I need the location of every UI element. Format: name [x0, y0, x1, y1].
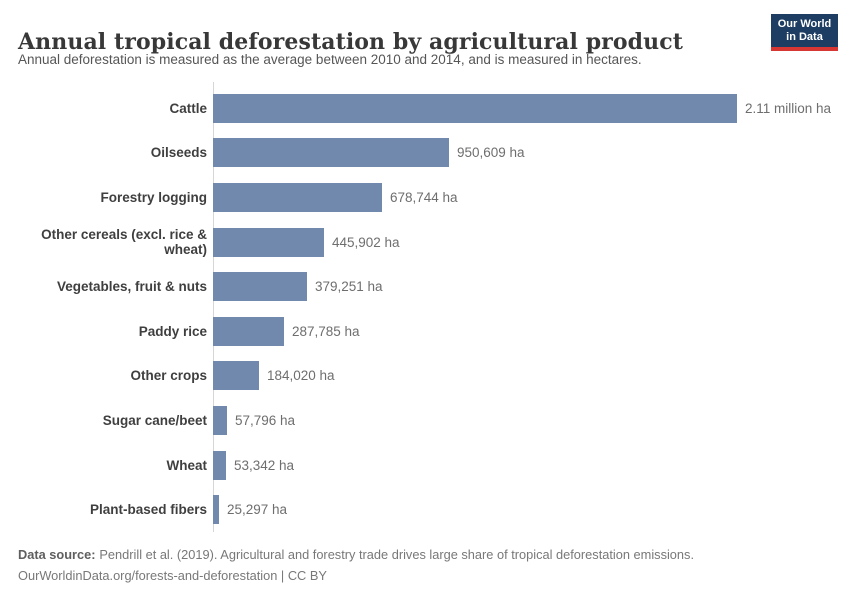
value-label: 379,251 ha	[315, 279, 383, 295]
category-label: Oilseeds	[150, 145, 207, 161]
data-source-text: Pendrill et al. (2019). Agricultural and…	[99, 547, 694, 562]
bar[interactable]	[213, 316, 284, 346]
bar-row: Forestry logging 678,744 ha	[0, 175, 850, 220]
value-label: 678,744 ha	[390, 189, 458, 205]
value-label: 25,297 ha	[227, 502, 288, 518]
owid-logo: Our World in Data	[771, 14, 838, 51]
owid-logo-line2: in Data	[786, 30, 823, 43]
value-label: 2.11 million ha	[745, 100, 832, 116]
bar[interactable]	[213, 361, 259, 391]
bar[interactable]	[213, 405, 227, 435]
value-label: 445,902 ha	[332, 234, 400, 250]
bar-row: Cattle 2.11 million ha	[0, 86, 850, 131]
category-label: Sugar cane/beet	[102, 412, 207, 428]
bar[interactable]	[213, 227, 324, 257]
bar-row: Sugar cane/beet 57,796 ha	[0, 398, 850, 443]
value-label: 53,342 ha	[234, 457, 295, 473]
bar[interactable]	[213, 272, 307, 302]
category-label: Forestry logging	[100, 189, 207, 205]
bar[interactable]	[213, 138, 449, 168]
bar-row: Plant-based fibers 25,297 ha	[0, 487, 850, 532]
y-axis-line	[213, 82, 214, 532]
value-label: 184,020 ha	[267, 368, 335, 384]
bar-row: Oilseeds 950,609 ha	[0, 131, 850, 176]
chart-subtitle: Annual deforestation is measured as the …	[18, 52, 642, 67]
category-label: Other crops	[130, 368, 207, 384]
category-label: Wheat	[166, 457, 208, 473]
page-title: Annual tropical deforestation by agricul…	[18, 28, 683, 55]
owid-logo-line1: Our World	[777, 17, 832, 30]
value-label: 287,785 ha	[292, 323, 360, 339]
bar-chart: Cattle 2.11 million ha Oilseeds 950,609 ha F…	[0, 86, 850, 532]
chart-footer: Data source: Pendrill et al. (2019). Agri…	[18, 544, 694, 586]
bar[interactable]	[213, 450, 226, 480]
category-label: Plant-based fibers	[89, 502, 207, 518]
bar-row: Other crops 184,020 ha	[0, 354, 850, 399]
data-source-line: Data source: Pendrill et al. (2019). Agri…	[18, 544, 694, 565]
bar[interactable]	[213, 182, 382, 212]
category-label: Other cereals (excl. rice & wheat)	[41, 227, 207, 258]
bar-row: Wheat 53,342 ha	[0, 443, 850, 488]
bar-row: Paddy rice 287,785 ha	[0, 309, 850, 354]
bar[interactable]	[213, 495, 219, 525]
value-label: 57,796 ha	[235, 412, 296, 428]
category-label: Paddy rice	[138, 323, 207, 339]
category-label: Cattle	[169, 100, 207, 116]
data-source-label: Data source:	[18, 547, 96, 562]
bar-row: Vegetables, fruit & nuts 379,251 ha	[0, 264, 850, 309]
value-label: 950,609 ha	[457, 145, 525, 161]
bar[interactable]	[213, 93, 737, 123]
attribution-line: OurWorldinData.org/forests-and-deforesta…	[18, 568, 327, 583]
bar-row: Other cereals (excl. rice & wheat) 445,90…	[0, 220, 850, 265]
category-label: Vegetables, fruit & nuts	[56, 279, 207, 295]
